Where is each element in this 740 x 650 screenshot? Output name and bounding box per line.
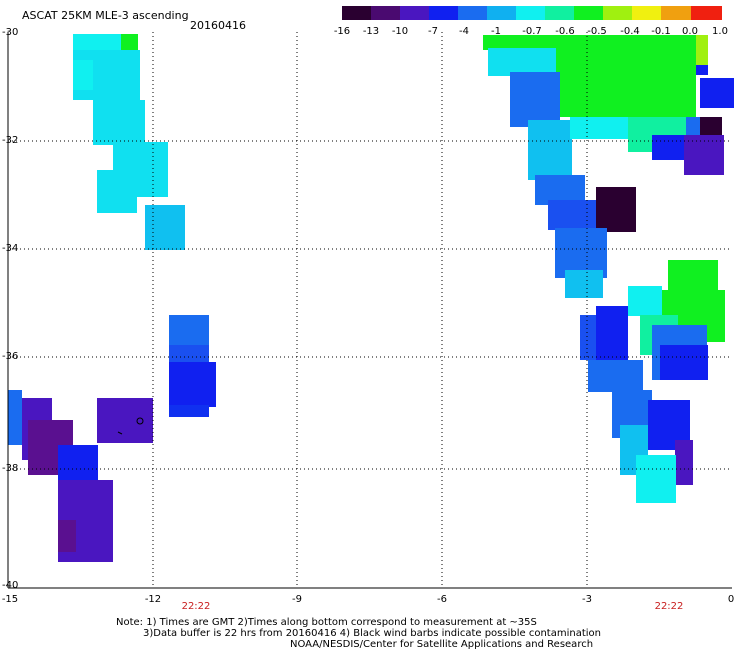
colorbar-seg-8 (574, 6, 603, 20)
colorbar-label: -7 (428, 26, 438, 37)
lon-label: -12 (144, 594, 162, 605)
colorbar-label: 0.0 (682, 26, 698, 37)
lon-label: -9 (292, 594, 302, 605)
colorbar-label: -13 (362, 26, 380, 37)
grid (8, 32, 732, 588)
colorbar-label: -0.1 (651, 26, 671, 37)
colorbar (342, 6, 722, 20)
swath-cell (588, 360, 643, 392)
lat-label: -30 (2, 27, 19, 38)
colorbar-label: -0.7 (522, 26, 542, 37)
swath-cell (97, 170, 137, 213)
swath-cell (169, 345, 209, 365)
colorbar-seg-5 (487, 6, 516, 20)
swath-cell (596, 306, 628, 362)
colorbar-seg-0 (342, 6, 371, 20)
pass-time: 22:22 (181, 601, 211, 612)
note-line-3: NOAA/NESDIS/Center for Satellite Applica… (290, 639, 594, 650)
swath-cell (628, 286, 662, 316)
colorbar-seg-11 (661, 6, 691, 20)
data-swaths (8, 34, 734, 562)
colorbar-seg-12 (691, 6, 722, 20)
lat-label: -38 (2, 463, 19, 474)
swath-cell (548, 200, 603, 230)
note-line-1: Note: 1) Times are GMT 2)Times along bot… (116, 617, 537, 628)
swath-cell (652, 135, 684, 160)
wind-barb (117, 431, 123, 435)
swath-cell (8, 390, 22, 445)
colorbar-seg-2 (400, 6, 429, 20)
pass-time: 22:22 (654, 601, 684, 612)
swath-cell (556, 35, 696, 117)
lon-label: -6 (437, 594, 447, 605)
lon-label: -15 (1, 594, 19, 605)
swath-cell (660, 345, 708, 380)
swath-cell (169, 405, 209, 417)
colorbar-seg-10 (632, 6, 661, 20)
swath-cell (73, 34, 121, 50)
lon-label: -3 (582, 594, 592, 605)
lat-label: -32 (2, 135, 19, 146)
swath-cell (169, 362, 216, 407)
colorbar-label: -0.6 (555, 26, 575, 37)
swath-cell (696, 65, 708, 75)
lat-label: -40 (2, 580, 19, 591)
colorbar-label: -10 (391, 26, 409, 37)
swath-cell (488, 48, 556, 76)
swath-cell (510, 72, 560, 127)
lat-label: -36 (2, 351, 19, 362)
colorbar-label: -16 (333, 26, 351, 37)
swath-cell (700, 78, 734, 108)
colorbar-label: -0.5 (587, 26, 607, 37)
swath-cell (696, 35, 708, 65)
swath-cell (686, 117, 701, 137)
colorbar-seg-1 (371, 6, 400, 20)
swath-cell (93, 100, 145, 145)
colorbar-seg-4 (458, 6, 487, 20)
swath-cell (555, 228, 607, 278)
swath-cell (483, 35, 568, 50)
colorbar-label: -1 (491, 26, 501, 37)
colorbar-label: -4 (459, 26, 469, 37)
colorbar-seg-9 (603, 6, 632, 20)
colorbar-label: 1.0 (712, 26, 728, 37)
swath-cell (675, 440, 693, 485)
wind-barb (136, 417, 144, 425)
swath-cell (700, 117, 722, 135)
lat-label: -34 (2, 243, 19, 254)
swath-cell (145, 205, 185, 250)
lon-label: 0 (727, 594, 735, 605)
swath-cell (121, 34, 138, 52)
colorbar-seg-6 (516, 6, 545, 20)
colorbar-label: -0.4 (620, 26, 640, 37)
note-line-2: 3)Data buffer is 22 hrs from 20160416 4)… (143, 628, 601, 639)
map-title: ASCAT 25KM MLE-3 ascending (22, 9, 189, 22)
swath-cell (570, 117, 630, 139)
swath-cell (169, 315, 209, 345)
axes-frame (7, 32, 732, 589)
swath-cell (684, 135, 724, 175)
wind-barbs (117, 417, 144, 435)
colorbar-seg-3 (429, 6, 458, 20)
swath-cell (636, 455, 676, 503)
swath-cell (528, 120, 572, 180)
swath-cell (73, 60, 93, 90)
swath-cell (58, 520, 76, 552)
map-date: 20160416 (190, 19, 246, 32)
swath-cell (97, 398, 153, 443)
swath-cell (596, 187, 636, 232)
swath-cell (565, 270, 603, 298)
colorbar-seg-7 (545, 6, 574, 20)
